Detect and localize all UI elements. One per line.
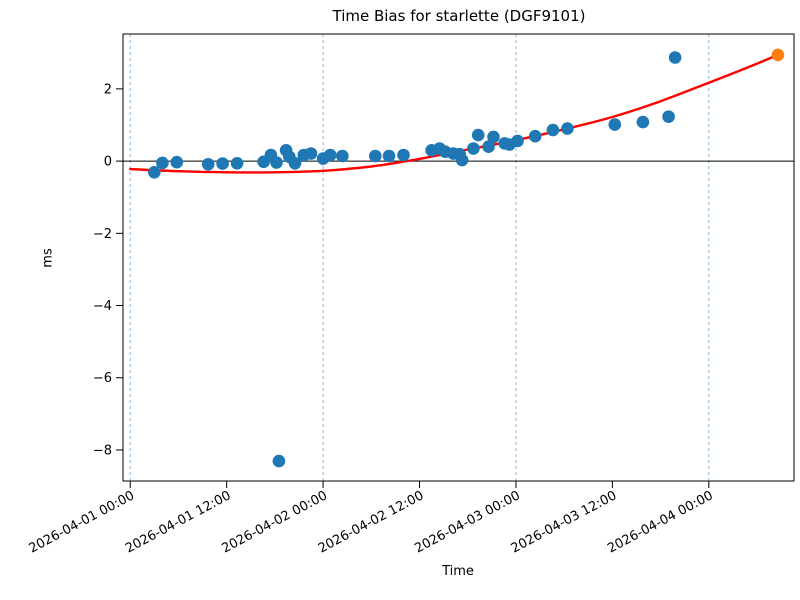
data-point [288, 157, 302, 170]
y-tick-label: −8 [93, 443, 112, 458]
data-point [482, 140, 495, 153]
x-tick-label: 2026-04-02 00:00 [219, 488, 329, 556]
chart-title: Time Bias for starlette (DGF9101) [332, 7, 586, 25]
data-point [148, 166, 161, 179]
data-point [467, 142, 480, 155]
data-point [636, 115, 650, 129]
data-point [471, 128, 485, 142]
data-point [546, 123, 560, 137]
x-tick-label: 2026-04-03 00:00 [412, 488, 522, 556]
data-point [230, 157, 244, 170]
data-point [397, 148, 410, 162]
y-tick-label: 2 [104, 82, 112, 97]
data-point [216, 157, 229, 170]
x-tick-label: 2026-04-01 12:00 [123, 488, 233, 556]
data-point [561, 122, 574, 135]
x-tick-label: 2026-04-01 00:00 [27, 488, 137, 556]
data-point [455, 153, 469, 167]
y-tick-label: −6 [93, 371, 112, 386]
data-point [668, 51, 682, 64]
axes-frame [122, 33, 795, 482]
prediction-point [771, 48, 785, 62]
data-point [382, 149, 396, 163]
data-point [156, 156, 169, 170]
x-axis-label: Time [442, 564, 474, 579]
data-point [511, 134, 524, 148]
data-point [608, 118, 622, 131]
y-tick-label: −4 [93, 299, 112, 314]
data-point [270, 156, 283, 169]
x-tick-label: 2026-04-03 12:00 [509, 488, 619, 556]
y-axis-label: ms [40, 248, 56, 268]
y-tick-label: −2 [93, 227, 112, 242]
data-point [369, 149, 382, 163]
data-point [201, 158, 215, 171]
x-tick-label: 2026-04-02 12:00 [316, 488, 426, 556]
data-point [170, 155, 184, 169]
data-point [528, 129, 542, 143]
data-point [336, 149, 349, 163]
data-point [304, 147, 318, 160]
y-tick-label: 0 [104, 155, 112, 170]
data-point [272, 454, 286, 468]
x-tick-label: 2026-04-04 00:00 [605, 488, 715, 556]
data-point [487, 130, 500, 144]
data-point [662, 110, 675, 123]
data-point [324, 148, 337, 162]
